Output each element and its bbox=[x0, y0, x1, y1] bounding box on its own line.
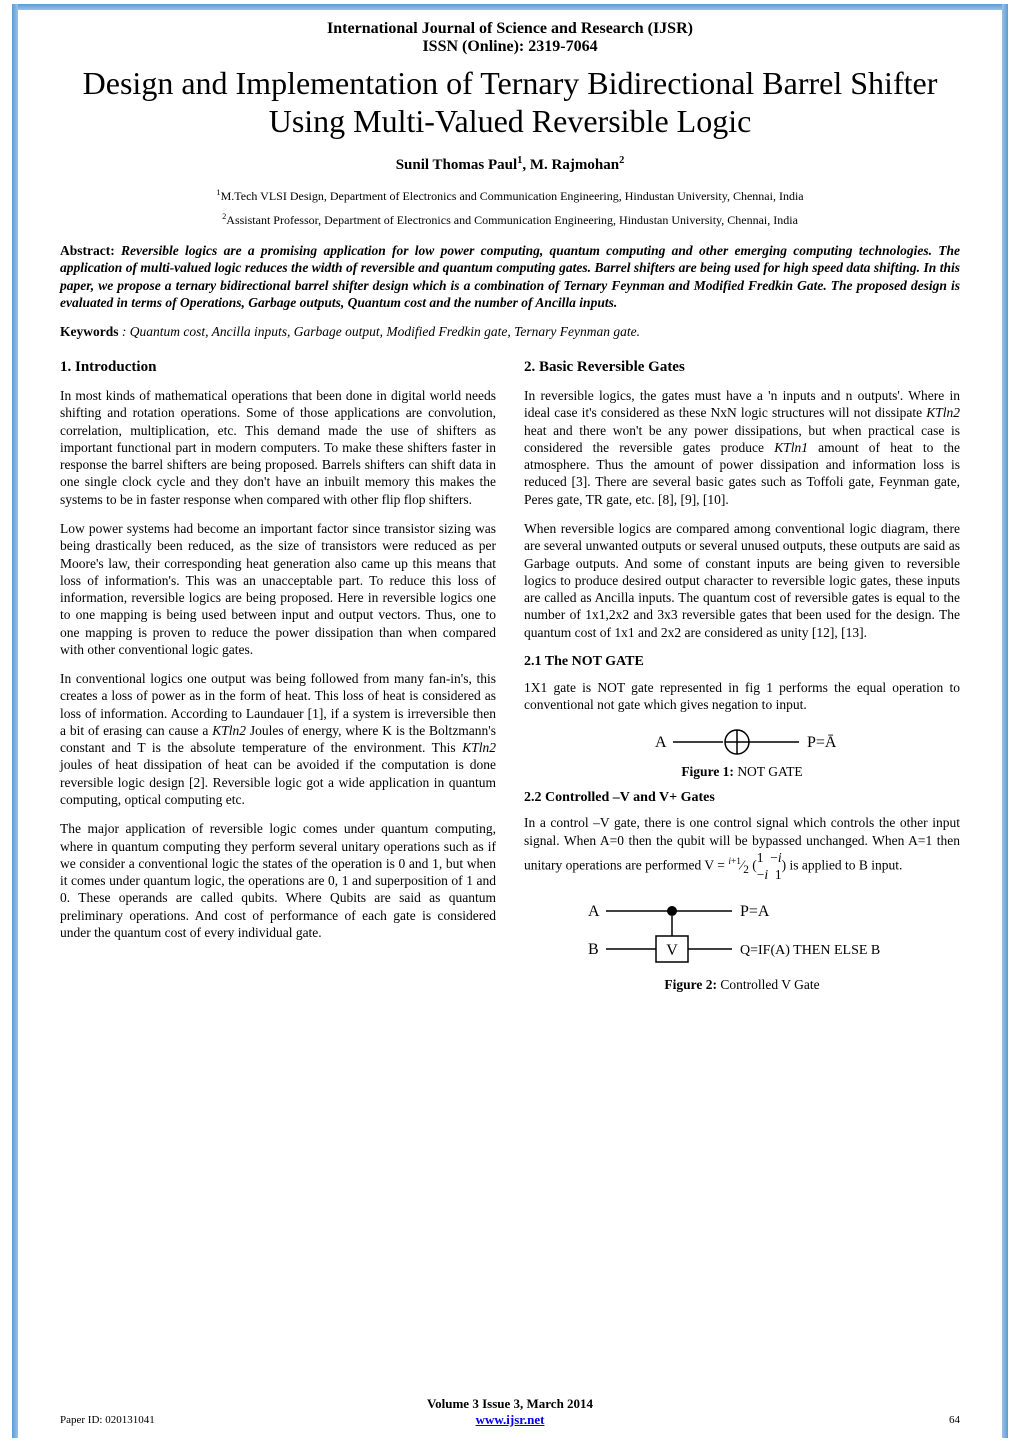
fig2-PA: P=A bbox=[740, 903, 770, 920]
journal-issn: ISSN (Online): 2319-7064 bbox=[60, 38, 960, 56]
fig2-caption-r: Controlled V Gate bbox=[717, 977, 820, 992]
abstract-body: Reversible logics are a promising applic… bbox=[60, 243, 960, 311]
controlled-v-diagram: A P=A B V Q=IF(A) THEN ELSE B bbox=[562, 896, 922, 974]
keywords-body: : Quantum cost, Ancilla inputs, Garbage … bbox=[122, 324, 640, 339]
figure-2-caption: Figure 2: Controlled V Gate bbox=[524, 976, 960, 993]
footer-volume: Volume 3 Issue 3, March 2014 bbox=[60, 1396, 960, 1412]
fig1-caption-b: Figure 1: bbox=[681, 764, 734, 779]
gates-para-2: When reversible logics are compared amon… bbox=[524, 520, 960, 641]
affiliation-1: 1M.Tech VLSI Design, Department of Elect… bbox=[60, 188, 960, 204]
keywords: Keywords : Quantum cost, Ancilla inputs,… bbox=[60, 324, 960, 340]
paper-title: Design and Implementation of Ternary Bid… bbox=[60, 64, 960, 141]
intro-para-4: The major application of reversible logi… bbox=[60, 820, 496, 941]
notgate-diagram: A P=Ā bbox=[637, 725, 847, 761]
fig2-V: V bbox=[666, 942, 678, 959]
figure-1-notgate: A P=Ā Figure 1: NOT GATE bbox=[524, 725, 960, 780]
fig1-P: P=Ā bbox=[807, 734, 837, 751]
intro-para-3: In conventional logics one output was be… bbox=[60, 670, 496, 808]
footer-link[interactable]: www.ijsr.net bbox=[476, 1412, 545, 1427]
fig2-A: A bbox=[588, 903, 600, 920]
affiliation-2: 2Assistant Professor, Department of Elec… bbox=[60, 212, 960, 228]
intro-para-2: Low power systems had become an importan… bbox=[60, 520, 496, 658]
journal-title: International Journal of Science and Res… bbox=[60, 20, 960, 38]
section-2-heading: 2. Basic Reversible Gates bbox=[524, 358, 960, 377]
journal-header: International Journal of Science and Res… bbox=[60, 20, 960, 56]
fig2-caption-b: Figure 2: bbox=[664, 977, 717, 992]
paper-id: Paper ID: 020131041 bbox=[60, 1414, 155, 1426]
section-1-heading: 1. Introduction bbox=[60, 358, 496, 377]
intro-para-1: In most kinds of mathematical operations… bbox=[60, 387, 496, 508]
footer: Volume 3 Issue 3, March 2014 www.ijsr.ne… bbox=[60, 1396, 960, 1428]
subsection-2-2-heading: 2.2 Controlled –V and V+ Gates bbox=[524, 789, 960, 807]
columns: 1. Introduction In most kinds of mathema… bbox=[60, 352, 960, 1001]
controlled-v-para: In a control –V gate, there is one contr… bbox=[524, 814, 960, 883]
abstract-label: Abstract: bbox=[60, 243, 115, 258]
subsection-2-1-heading: 2.1 The NOT GATE bbox=[524, 653, 960, 671]
fig1-caption-r: NOT GATE bbox=[734, 764, 803, 779]
fig1-A: A bbox=[655, 734, 667, 751]
figure-2-controlled-v: A P=A B V Q=IF(A) THEN ELSE B Figure 2: … bbox=[524, 896, 960, 993]
abstract: Abstract: Reversible logics are a promis… bbox=[60, 242, 960, 312]
page: International Journal of Science and Res… bbox=[0, 0, 1020, 1442]
gates-para-1: In reversible logics, the gates must hav… bbox=[524, 387, 960, 508]
keywords-label: Keywords bbox=[60, 324, 119, 339]
page-number: 64 bbox=[949, 1414, 960, 1426]
figure-1-caption: Figure 1: NOT GATE bbox=[524, 763, 960, 780]
authors: Sunil Thomas Paul1, M. Rajmohan2 bbox=[60, 155, 960, 174]
right-column: 2. Basic Reversible Gates In reversible … bbox=[524, 352, 960, 1001]
fig2-QB: Q=IF(A) THEN ELSE B bbox=[740, 943, 880, 958]
notgate-para: 1X1 gate is NOT gate represented in fig … bbox=[524, 679, 960, 714]
left-column: 1. Introduction In most kinds of mathema… bbox=[60, 352, 496, 1001]
fig2-B: B bbox=[588, 941, 599, 958]
